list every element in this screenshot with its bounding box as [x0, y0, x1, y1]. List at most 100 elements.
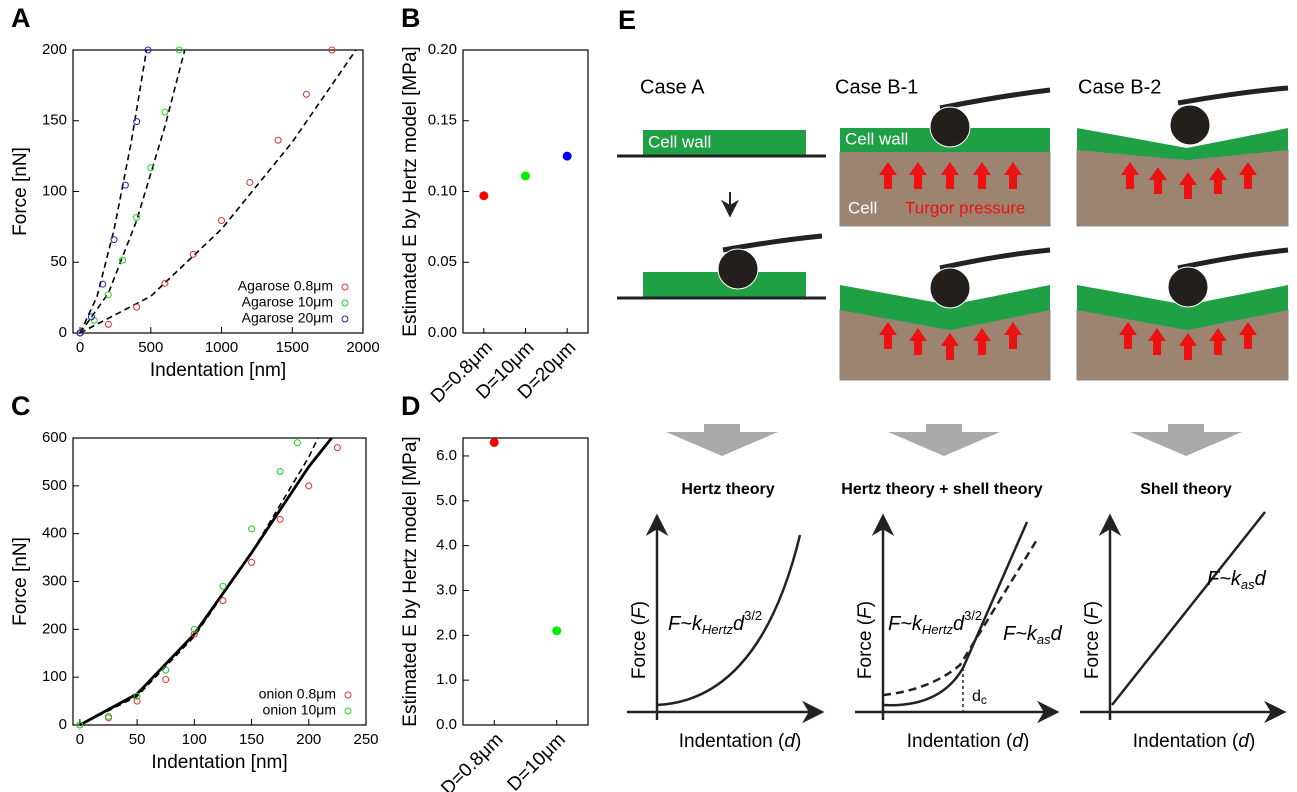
probe: [717, 248, 759, 290]
plot-frame: [462, 49, 589, 334]
point: [248, 558, 256, 566]
point: [302, 90, 310, 98]
point: [218, 217, 226, 225]
curve: [1111, 511, 1266, 706]
point: [162, 676, 170, 684]
legend-marker: [344, 707, 352, 715]
panel-label: D: [401, 391, 421, 421]
t: F: [1082, 606, 1103, 619]
theory-title: Hertz theory + shell theory: [841, 481, 1042, 498]
cell-wall: [1077, 285, 1288, 330]
point: [144, 46, 152, 54]
x-tick-label: 250: [353, 731, 378, 748]
point: [328, 46, 336, 54]
t: d: [1051, 623, 1063, 645]
t: Force (: [1082, 618, 1103, 679]
point: [162, 666, 170, 674]
curve: [882, 521, 1029, 707]
case-title: Case A: [640, 76, 705, 98]
y-tick-label: 50: [50, 253, 67, 270]
point: [147, 164, 155, 172]
x-tick-label: 2000: [346, 339, 379, 356]
curve: [882, 537, 1040, 697]
panel-label: C: [11, 391, 31, 421]
t: Hertz: [922, 622, 954, 637]
formula: F~kHertzd3/2: [668, 608, 762, 637]
t: ): [795, 731, 801, 752]
t: d: [972, 688, 981, 705]
t: F: [855, 606, 876, 619]
panel-e: E Case A Case B-1 Case B-2 Cell wall Cel…: [617, 5, 1289, 752]
t: ): [1249, 731, 1255, 752]
point: [274, 136, 282, 144]
formula: F~kasd: [1003, 623, 1063, 647]
cell: [1076, 149, 1289, 227]
y-tick-label: 4.0: [436, 537, 457, 554]
point: [521, 171, 530, 181]
case-title: Case B-1: [835, 76, 918, 98]
point: [333, 444, 341, 452]
y-tick-label: 200: [42, 41, 67, 58]
y-tick-label: 200: [42, 620, 67, 637]
x-tick-label: 0: [76, 731, 84, 748]
fit-line: [79, 49, 357, 334]
cantilever: [939, 87, 1051, 111]
y-axis-label: Force [nN]: [10, 147, 31, 236]
y-tick-label: 0.10: [428, 182, 457, 199]
t: Indentation (: [907, 731, 1013, 752]
formula: F~kasd: [1207, 568, 1267, 592]
x-axis-label: Indentation [nm]: [151, 752, 287, 773]
t: d: [733, 613, 745, 635]
x-tick-label: 500: [138, 339, 163, 356]
curve: [656, 534, 802, 707]
t: d: [953, 613, 965, 635]
axis-label: Indentation (d): [1133, 731, 1256, 752]
t: 3/2: [744, 608, 762, 623]
x-tick-label: 100: [182, 731, 207, 748]
fit-line: [79, 49, 186, 334]
y-tick-label: 0.05: [428, 253, 457, 270]
point: [276, 467, 284, 475]
y-tick-label: 100: [42, 182, 67, 199]
point: [562, 151, 572, 161]
point: [121, 181, 129, 189]
point: [133, 303, 141, 311]
y-tick-label: 600: [42, 429, 67, 446]
t: ): [1082, 601, 1103, 607]
t: as: [1037, 632, 1051, 647]
graph-labels: Force (F) Force (F) Force (F) Indentatio…: [629, 568, 1267, 752]
point: [99, 280, 107, 288]
probe: [929, 267, 971, 309]
fit-line: [79, 437, 319, 726]
t: Indentation (: [679, 731, 785, 752]
point: [479, 191, 489, 201]
point: [87, 313, 95, 321]
t: 3/2: [964, 608, 982, 623]
t: F~k: [888, 613, 923, 635]
t: ): [629, 601, 650, 607]
point: [219, 582, 227, 590]
probe: [929, 106, 971, 148]
cell-label: Cell: [848, 198, 877, 217]
t: F~k: [1207, 568, 1242, 590]
axis-label: Force (F): [855, 601, 876, 679]
y-tick-label: 6.0: [436, 447, 457, 464]
y-tick-label: 0: [59, 716, 67, 733]
point: [189, 250, 197, 258]
point: [104, 712, 112, 720]
cell-wall-label: Cell wall: [845, 129, 908, 148]
y-axis-label: Estimated E by Hertz model [MPa]: [400, 46, 421, 336]
y-tick-label: 0.20: [428, 41, 457, 58]
y-tick-label: 300: [42, 572, 67, 589]
t: d: [1238, 731, 1250, 752]
point: [219, 597, 227, 605]
axis-label: Indentation (d): [907, 731, 1030, 752]
legend-marker: [344, 691, 352, 699]
probe: [1169, 104, 1211, 146]
point: [76, 721, 84, 729]
dc-label: dc: [972, 688, 987, 707]
fit-line: [79, 437, 333, 727]
point: [133, 118, 141, 126]
t: c: [981, 693, 987, 707]
cell: [839, 151, 1051, 227]
